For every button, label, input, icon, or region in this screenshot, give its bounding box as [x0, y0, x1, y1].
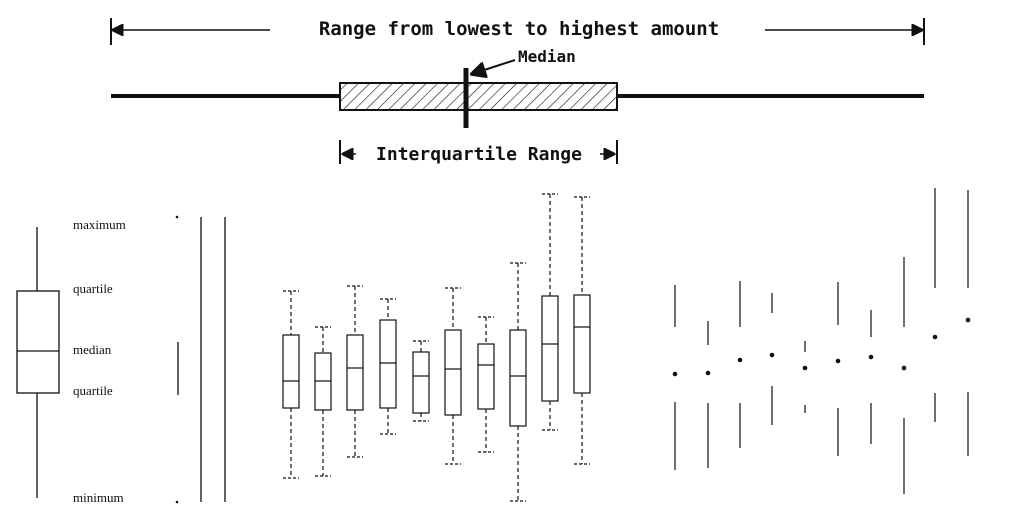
maximum-label: maximum	[73, 217, 126, 232]
plot-group	[412, 340, 430, 422]
box	[477, 343, 495, 410]
plot-group	[573, 196, 591, 465]
box	[444, 329, 462, 416]
line-stroke	[472, 59, 516, 74]
dot	[705, 370, 711, 376]
dot	[672, 371, 678, 377]
box	[412, 351, 430, 414]
plot-group	[477, 316, 495, 453]
plot-group	[314, 326, 332, 477]
plot-group	[541, 193, 559, 431]
minimum-label: minimum	[73, 490, 124, 505]
box	[339, 82, 618, 111]
plot-group	[282, 290, 300, 479]
box	[346, 334, 364, 411]
box	[573, 294, 591, 394]
dot	[175, 215, 179, 219]
dot	[769, 352, 775, 358]
plot-group	[509, 262, 527, 502]
range-label: Range from lowest to highest amount	[319, 18, 719, 40]
dot	[835, 358, 841, 364]
dot	[737, 357, 743, 363]
example-boxplot	[16, 227, 60, 498]
quartile-label: quartile	[73, 281, 113, 296]
dot	[802, 365, 808, 371]
dot-whisker-plots	[672, 188, 971, 494]
plot-group	[444, 287, 462, 465]
iqr-label: Interquartile Range	[376, 144, 582, 165]
box	[282, 334, 300, 409]
box	[16, 290, 60, 394]
example-labels: maximum quartile median quartile minimum	[73, 217, 126, 505]
quartile-label: quartile	[73, 383, 113, 398]
plot-group	[379, 298, 397, 435]
median-text: median	[73, 342, 112, 357]
box	[541, 295, 559, 402]
range-schematic: Range from lowest to highest amount Medi…	[110, 18, 925, 165]
box	[509, 329, 527, 427]
range-lines	[175, 215, 226, 504]
plot-group	[346, 285, 364, 458]
median-label: Median	[518, 47, 576, 66]
dot	[932, 334, 938, 340]
dot	[901, 365, 907, 371]
box	[379, 319, 397, 409]
boxplots	[282, 193, 591, 502]
dot	[965, 317, 971, 323]
dot	[868, 354, 874, 360]
dot	[175, 500, 179, 504]
